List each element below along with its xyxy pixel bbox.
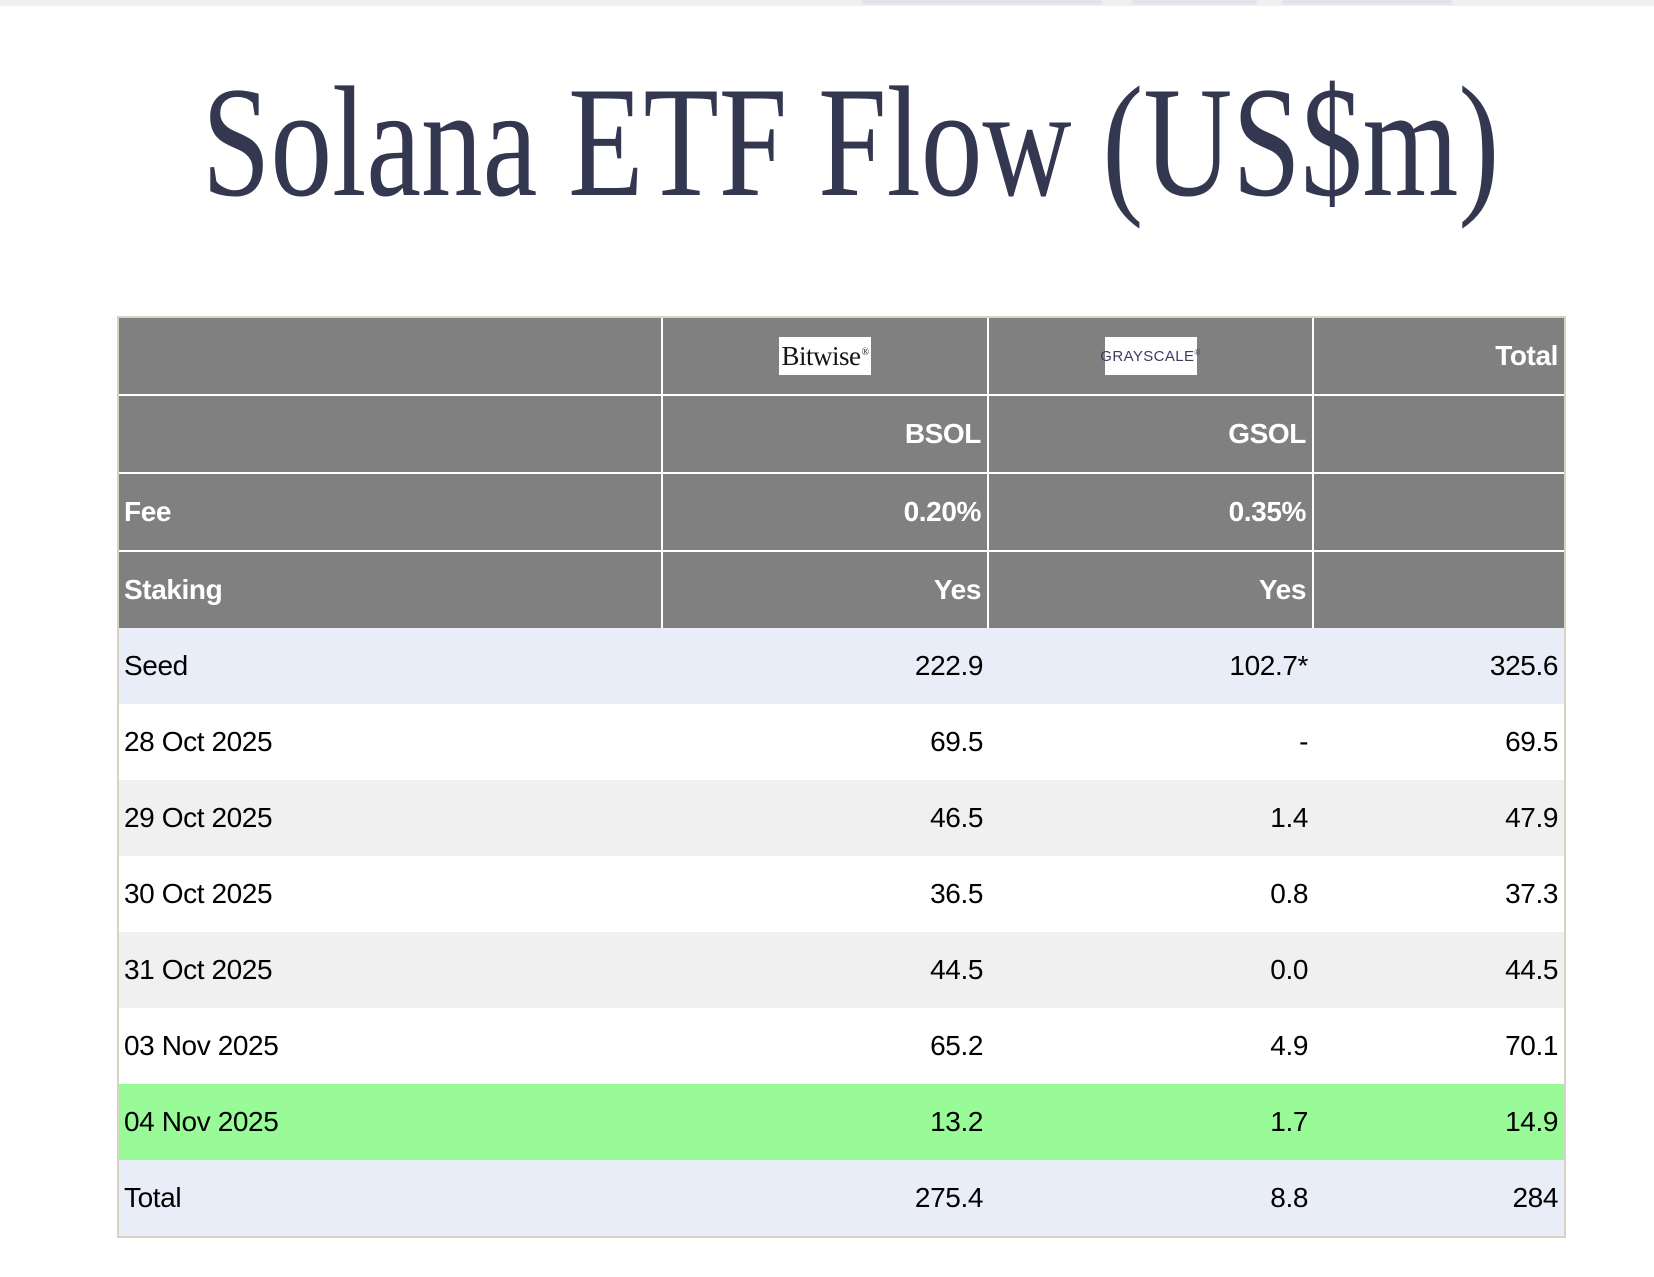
registered-trademark-icon: ® [1194,347,1201,357]
registered-trademark-icon: ® [861,346,869,358]
total-value-cell: 47.9 [1314,780,1564,856]
total-value-cell: 325.6 [1314,628,1564,704]
table-row: 29 Oct 2025 46.5 1.4 47.9 [119,780,1564,856]
bsol-staking-cell: Yes [663,552,989,628]
total-empty-cell [1314,396,1564,474]
bsol-value-cell: 36.5 [663,856,989,932]
table-row-total: Total 275.4 8.8 284 [119,1160,1564,1236]
etf-flow-table-container: Bitwise® GRAYSCALE® Total BSOL GSOL Fee … [117,316,1566,1238]
fee-label-cell: Fee [119,474,663,552]
etf-flow-table: Bitwise® GRAYSCALE® Total BSOL GSOL Fee … [117,316,1566,1238]
gsol-fee-cell: 0.35% [989,474,1314,552]
row-label-cell [119,396,663,474]
bsol-ticker-cell: BSOL [663,396,989,474]
cutoff-text-remnant [862,0,1102,4]
row-label-cell: 28 Oct 2025 [119,704,663,780]
table-row-tickers: BSOL GSOL [119,396,1564,474]
table-row-staking: Staking Yes Yes [119,552,1564,628]
bsol-value-cell: 275.4 [663,1160,989,1236]
grayscale-logo: GRAYSCALE® [1100,337,1200,375]
row-label-cell: 29 Oct 2025 [119,780,663,856]
grayscale-header-cell: GRAYSCALE® [989,318,1314,396]
bsol-value-cell: 222.9 [663,628,989,704]
bsol-value-cell: 65.2 [663,1008,989,1084]
row-label-cell: Total [119,1160,663,1236]
total-value-cell: 284 [1314,1160,1564,1236]
bsol-fee-cell: 0.20% [663,474,989,552]
table-row: 03 Nov 2025 65.2 4.9 70.1 [119,1008,1564,1084]
cutoff-text-remnant [1132,0,1257,4]
table-row-highlighted: 04 Nov 2025 13.2 1.7 14.9 [119,1084,1564,1160]
page-title: Solana ETF Flow (US$m) [201,55,1500,230]
row-label-cell: Seed [119,628,663,704]
bsol-value-cell: 46.5 [663,780,989,856]
bitwise-logo-text: Bitwise® [781,340,869,371]
table-row-logos: Bitwise® GRAYSCALE® Total [119,318,1564,396]
gsol-value-cell: 102.7* [989,628,1314,704]
bsol-value-cell: 44.5 [663,932,989,1008]
row-label-cell: 03 Nov 2025 [119,1008,663,1084]
browser-edge-strip [0,0,1654,6]
grayscale-logo-text: GRAYSCALE® [1100,347,1201,365]
table-row-fee: Fee 0.20% 0.35% [119,474,1564,552]
total-value-cell: 37.3 [1314,856,1564,932]
staking-label-cell: Staking [119,552,663,628]
row-label-cell: 31 Oct 2025 [119,932,663,1008]
total-value-cell: 69.5 [1314,704,1564,780]
gsol-value-cell: 8.8 [989,1160,1314,1236]
bitwise-logo: Bitwise® [779,337,871,375]
total-header-cell: Total [1314,318,1564,396]
gsol-value-cell: 0.0 [989,932,1314,1008]
gsol-ticker-cell: GSOL [989,396,1314,474]
gsol-value-cell: 1.7 [989,1084,1314,1160]
row-label-cell: 04 Nov 2025 [119,1084,663,1160]
gsol-value-cell: 0.8 [989,856,1314,932]
gsol-value-cell: 1.4 [989,780,1314,856]
cutoff-text-remnant [1282,0,1452,4]
table-row: 28 Oct 2025 69.5 - 69.5 [119,704,1564,780]
gsol-value-cell: - [989,704,1314,780]
total-value-cell: 14.9 [1314,1084,1564,1160]
total-value-cell: 44.5 [1314,932,1564,1008]
bitwise-header-cell: Bitwise® [663,318,989,396]
bsol-value-cell: 69.5 [663,704,989,780]
total-empty-cell [1314,474,1564,552]
table-row-seed: Seed 222.9 102.7* 325.6 [119,628,1564,704]
gsol-value-cell: 4.9 [989,1008,1314,1084]
total-empty-cell [1314,552,1564,628]
bsol-value-cell: 13.2 [663,1084,989,1160]
row-label-cell: 30 Oct 2025 [119,856,663,932]
header-empty-cell [119,318,663,396]
gsol-staking-cell: Yes [989,552,1314,628]
total-value-cell: 70.1 [1314,1008,1564,1084]
table-row: 30 Oct 2025 36.5 0.8 37.3 [119,856,1564,932]
table-row: 31 Oct 2025 44.5 0.0 44.5 [119,932,1564,1008]
